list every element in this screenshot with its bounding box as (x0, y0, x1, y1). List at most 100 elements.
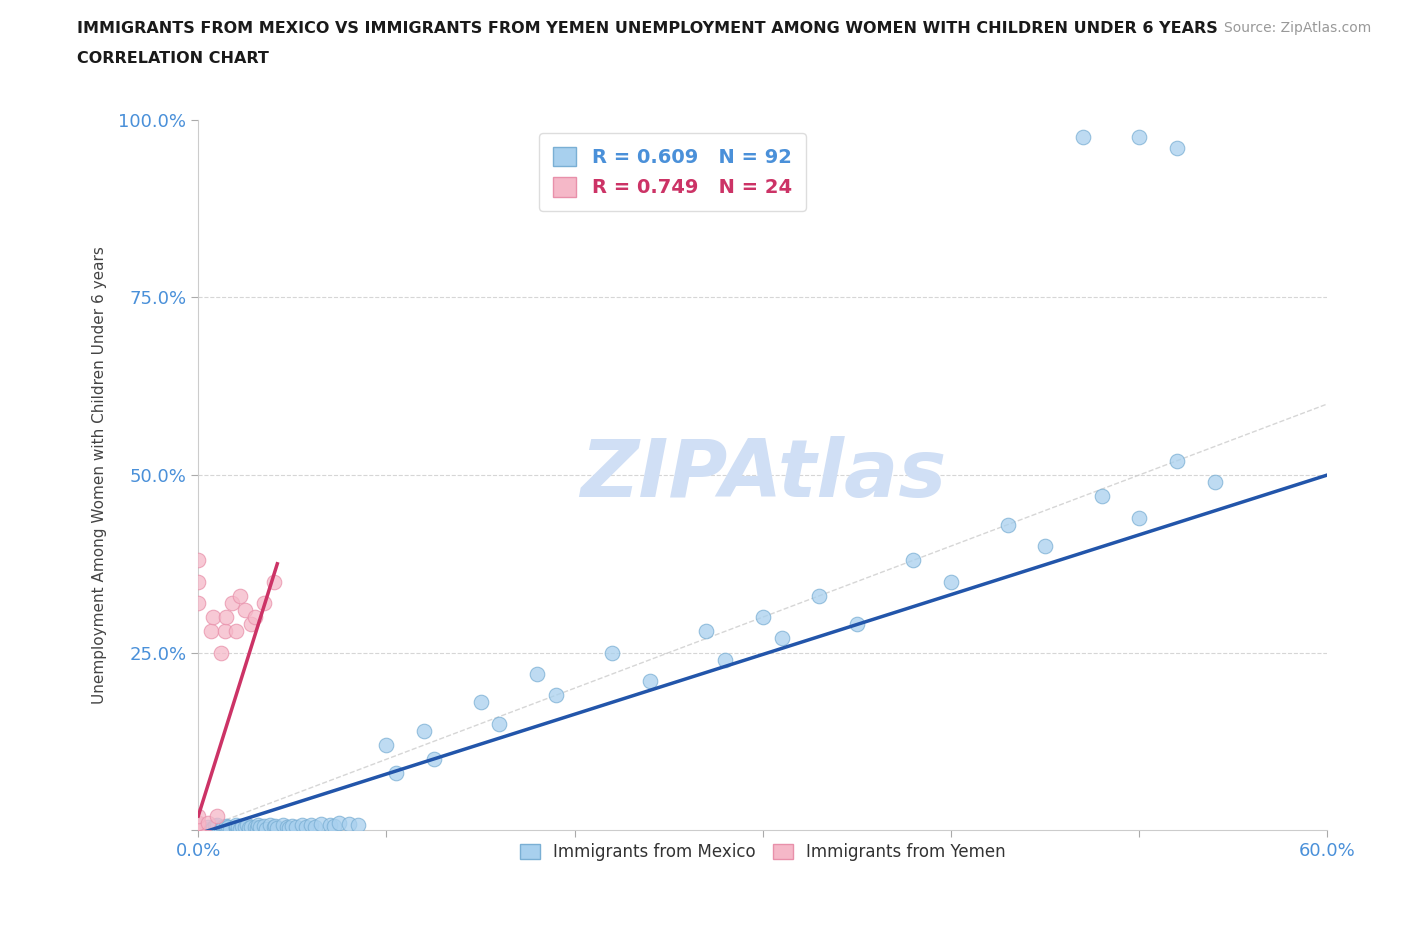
Point (309, 817, 332, 831)
Point (939, 574, 962, 589)
Point (187, 574, 209, 589)
Point (187, 817, 209, 832)
Point (187, 820, 209, 835)
Point (228, 821, 250, 836)
Point (187, 823, 209, 838)
Point (197, 821, 219, 836)
Point (254, 821, 277, 836)
Point (1128, 511, 1150, 525)
Point (228, 589, 250, 604)
Point (243, 819, 266, 834)
Point (299, 817, 322, 832)
Point (187, 823, 209, 838)
Point (243, 610, 266, 625)
Point (221, 595, 243, 610)
Point (285, 820, 308, 835)
Point (225, 624, 247, 639)
Point (200, 823, 222, 838)
Point (225, 820, 247, 835)
Point (202, 610, 225, 625)
Point (770, 631, 793, 645)
Legend: Immigrants from Mexico, Immigrants from Yemen: Immigrants from Mexico, Immigrants from … (513, 837, 1012, 868)
Point (187, 819, 209, 834)
Point (422, 751, 444, 766)
Point (233, 820, 256, 835)
Point (375, 737, 398, 752)
Point (204, 818, 226, 833)
Point (752, 610, 775, 625)
Point (215, 820, 238, 835)
Point (200, 624, 222, 639)
Point (211, 820, 233, 835)
Point (236, 817, 259, 832)
Point (1166, 453, 1188, 468)
Point (526, 667, 548, 682)
Point (187, 823, 209, 838)
Text: Source: ZipAtlas.com: Source: ZipAtlas.com (1223, 21, 1371, 35)
Point (319, 817, 342, 832)
Point (187, 816, 209, 830)
Point (846, 617, 869, 631)
Point (209, 645, 232, 660)
Point (385, 766, 408, 781)
Point (322, 818, 344, 833)
Point (337, 817, 360, 831)
Point (233, 603, 256, 618)
Point (291, 817, 314, 832)
Point (219, 821, 242, 836)
Point (263, 820, 285, 835)
Point (205, 823, 228, 838)
Point (1091, 489, 1114, 504)
Point (197, 816, 219, 830)
Text: ZIPAtlas: ZIPAtlas (579, 436, 946, 514)
Point (187, 817, 209, 832)
Point (187, 823, 209, 838)
Point (997, 517, 1019, 532)
Point (544, 688, 567, 703)
Point (259, 817, 281, 832)
Point (304, 819, 326, 834)
Point (294, 819, 316, 834)
Point (470, 695, 492, 710)
Point (253, 818, 276, 833)
Text: CORRELATION CHART: CORRELATION CHART (77, 51, 269, 66)
Point (1166, 140, 1188, 155)
Point (197, 823, 219, 838)
Point (214, 624, 236, 639)
Point (276, 819, 298, 834)
Point (204, 821, 226, 836)
Point (1128, 130, 1150, 145)
Point (187, 808, 209, 823)
Point (413, 724, 436, 738)
Point (209, 821, 232, 836)
Point (600, 645, 623, 660)
Point (249, 820, 271, 835)
Point (263, 574, 285, 589)
Point (217, 820, 239, 835)
Point (187, 595, 209, 610)
Point (264, 818, 287, 833)
Point (187, 823, 209, 838)
Point (205, 817, 228, 832)
Point (281, 818, 304, 833)
Point (239, 617, 262, 631)
Point (187, 552, 209, 567)
Point (253, 595, 276, 610)
Point (187, 819, 209, 834)
Point (347, 817, 370, 832)
Point (808, 589, 831, 604)
Point (214, 822, 236, 837)
Point (266, 820, 288, 835)
Point (714, 652, 737, 667)
Point (205, 808, 228, 823)
Y-axis label: Unemployment Among Women with Children Under 6 years: Unemployment Among Women with Children U… (93, 246, 107, 704)
Point (271, 817, 294, 832)
Point (187, 823, 209, 838)
Point (187, 820, 209, 835)
Point (226, 820, 249, 835)
Point (187, 823, 209, 838)
Point (187, 816, 209, 830)
Point (202, 820, 225, 835)
Point (197, 820, 219, 835)
Point (215, 610, 238, 625)
